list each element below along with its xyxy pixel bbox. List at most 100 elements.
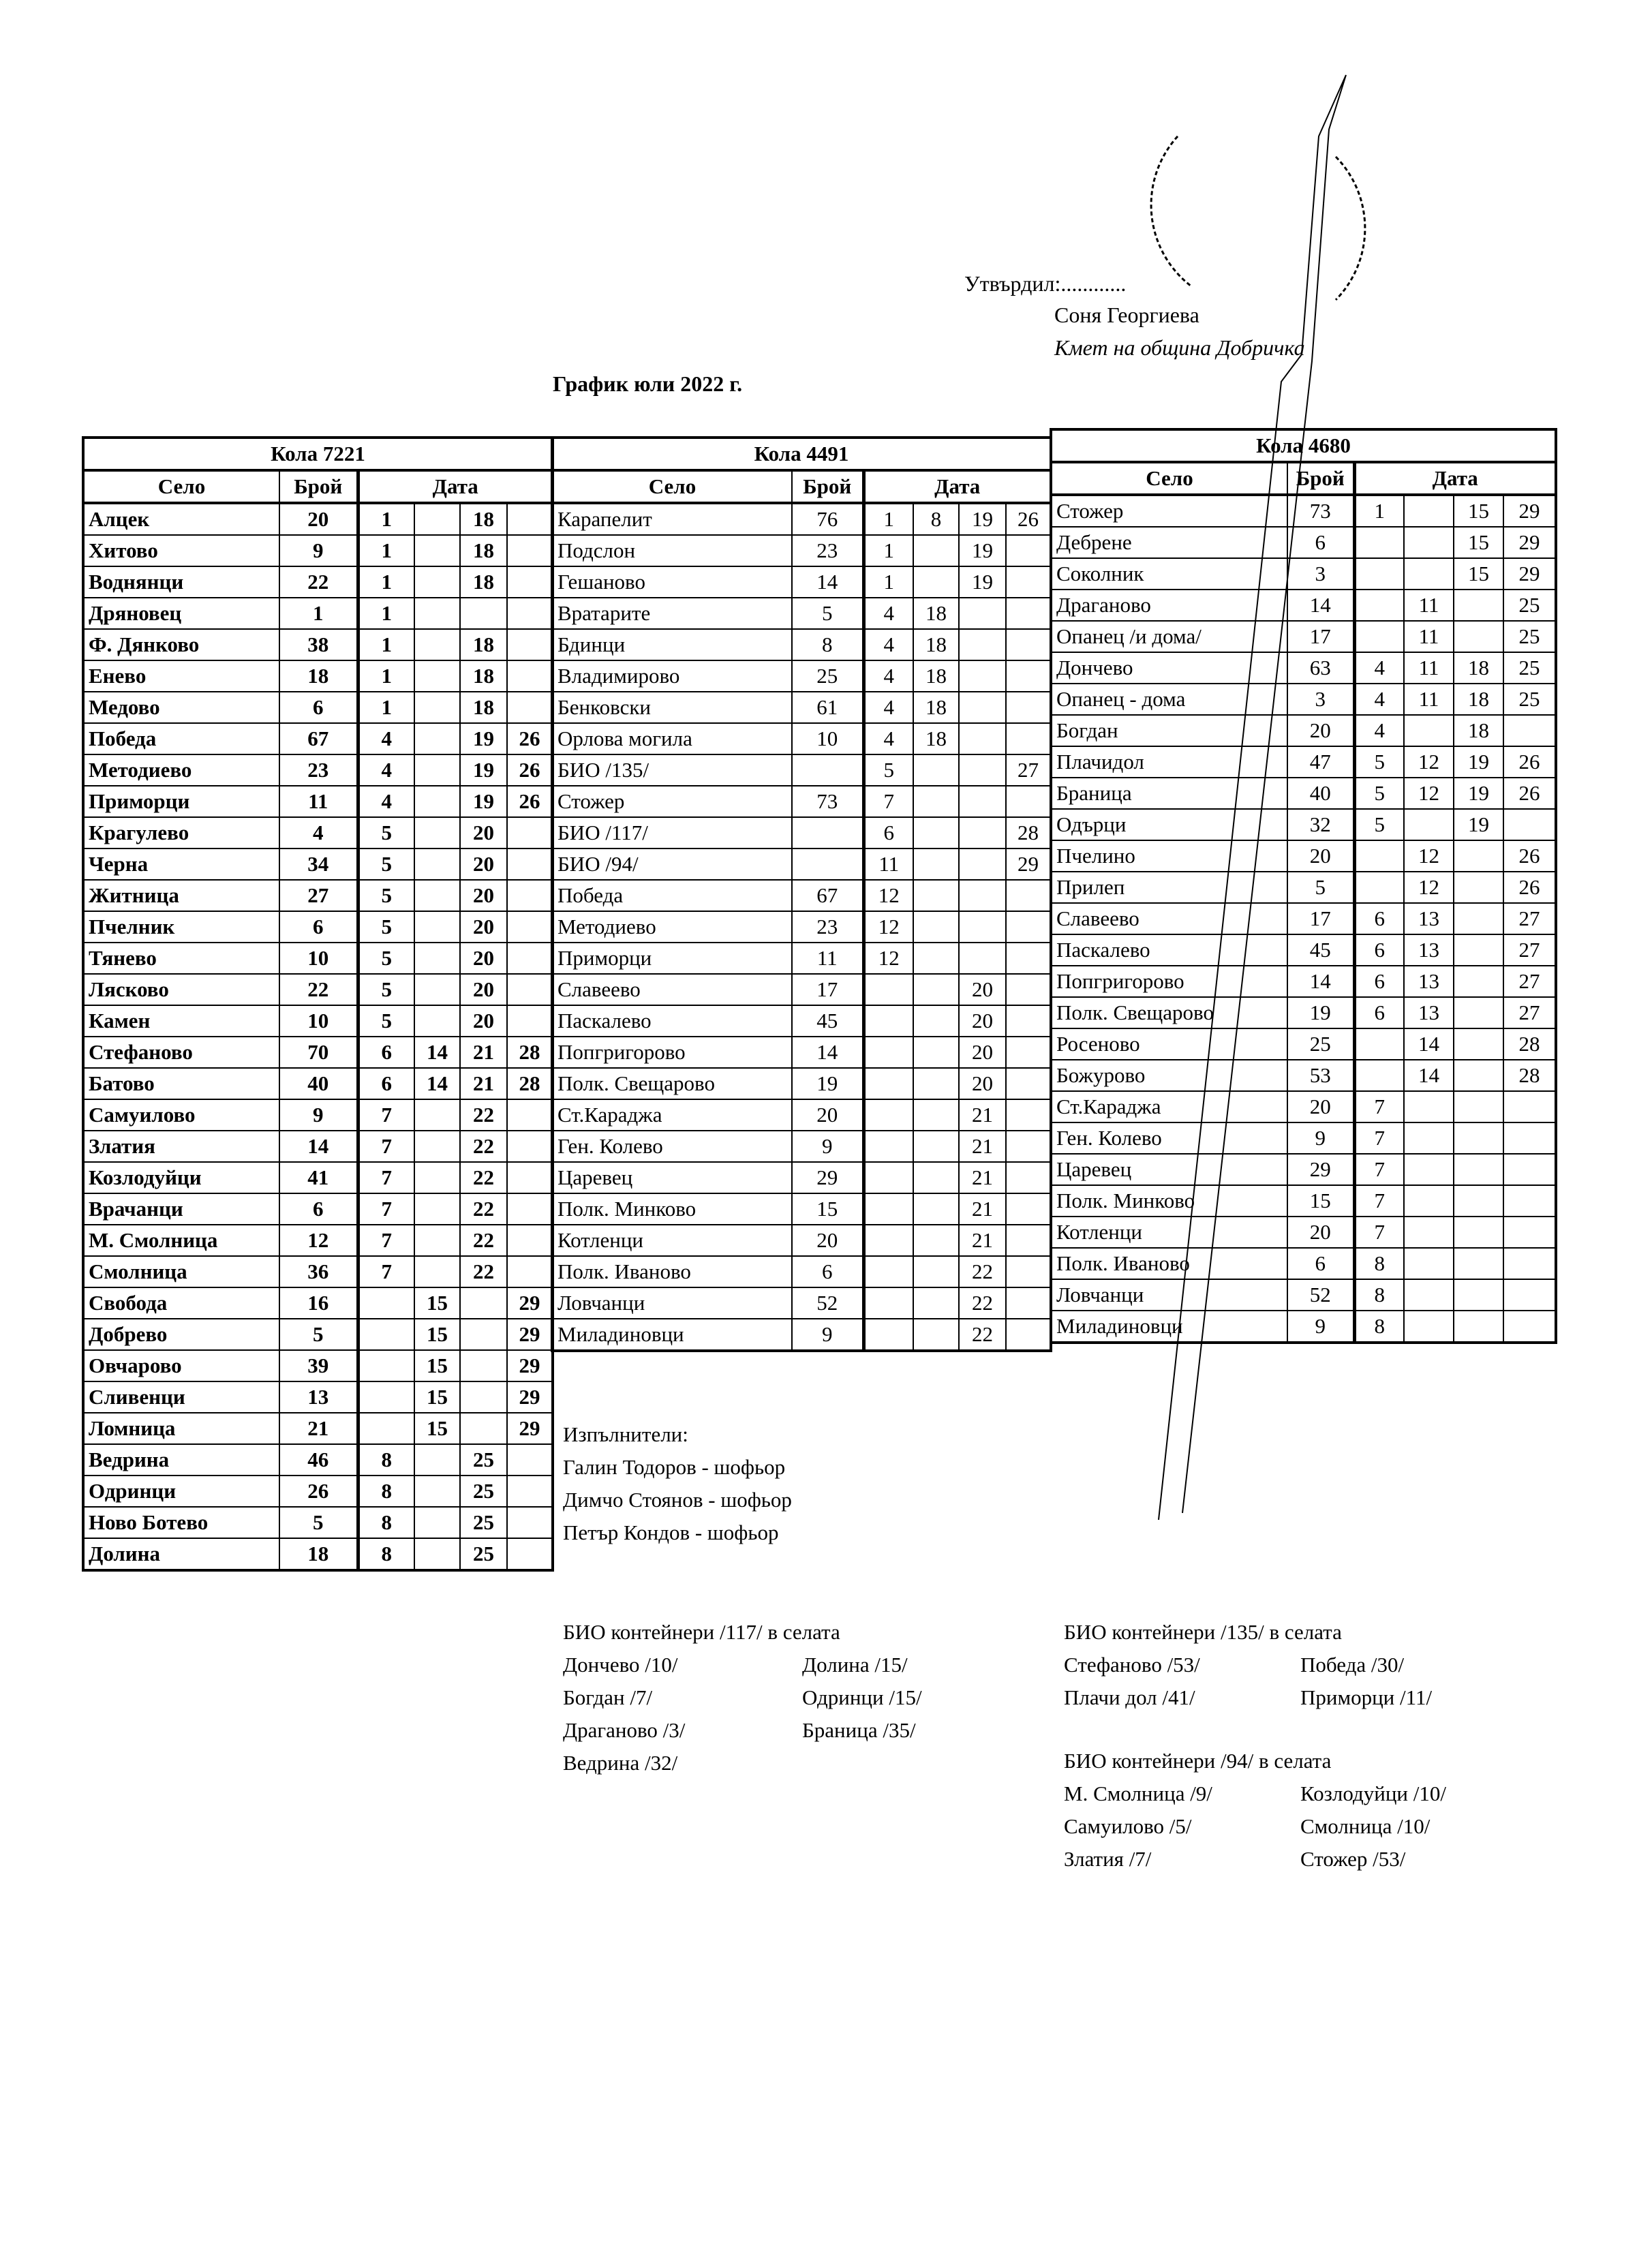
- count-cell: 53: [1287, 1059, 1356, 1092]
- date-cell: [1005, 1067, 1052, 1100]
- count-cell: 16: [279, 1287, 360, 1319]
- count-cell: 9: [791, 1130, 866, 1163]
- date-cell: 1: [357, 691, 415, 724]
- table-row: Хитово 9 1 18: [82, 534, 553, 567]
- table-row: Овчарово 39 15 29: [82, 1349, 553, 1382]
- date-cell: [414, 942, 461, 975]
- date-cell: 7: [357, 1161, 415, 1194]
- date-cell: 1: [863, 534, 914, 567]
- date-cell: [863, 1193, 914, 1225]
- approved-label: Утвърдил:............: [964, 271, 1127, 296]
- bio-village-item: Богдан /7/: [563, 1685, 653, 1709]
- count-cell: 25: [1287, 1028, 1356, 1060]
- table-row: Златия 14 7 22: [82, 1130, 553, 1163]
- date-cell: [414, 1255, 461, 1288]
- date-cell: [1353, 1059, 1405, 1092]
- date-cell: [414, 816, 461, 849]
- date-cell: [1453, 1184, 1504, 1217]
- date-cell: 5: [1353, 808, 1405, 841]
- date-cell: 20: [459, 879, 508, 912]
- date-cell: 21: [958, 1224, 1007, 1257]
- date-cell: [357, 1381, 415, 1413]
- count-cell: 11: [279, 785, 360, 818]
- date-cell: 19: [459, 754, 508, 786]
- date-cell: [1453, 996, 1504, 1029]
- executor-item: Петър Кондов - шофьор: [563, 1520, 779, 1544]
- date-cell: 29: [506, 1287, 553, 1319]
- date-cell: [506, 1005, 553, 1037]
- date-cell: 8: [357, 1538, 415, 1571]
- date-cell: [913, 785, 960, 818]
- count-cell: 32: [1287, 808, 1356, 841]
- table-row: Соколник 3 15 29: [1050, 557, 1557, 590]
- table-row: Подслон 23 1 19: [551, 534, 1052, 567]
- date-cell: [1353, 871, 1405, 904]
- date-cell: 4: [863, 597, 914, 630]
- date-cell: 1: [357, 502, 415, 536]
- date-cell: 6: [1353, 996, 1405, 1029]
- date-cell: 6: [1353, 965, 1405, 998]
- date-cell: [958, 660, 1007, 692]
- date-cell: 5: [1353, 746, 1405, 778]
- village-cell: Енево: [82, 660, 280, 692]
- table-row: Ф. Дянково 38 1 18: [82, 628, 553, 661]
- table-row: Черна 34 5 20: [82, 848, 553, 881]
- count-cell: 9: [791, 1318, 866, 1351]
- date-cell: 5: [357, 942, 415, 975]
- count-cell: 17: [1287, 620, 1356, 653]
- date-cell: 20: [459, 911, 508, 943]
- date-cell: [414, 1005, 461, 1037]
- count-cell: 3: [1287, 683, 1356, 716]
- date-cell: 29: [1503, 494, 1557, 528]
- bio-village-item: Одринци /15/: [802, 1685, 922, 1709]
- date-cell: 18: [1453, 652, 1504, 684]
- date-cell: 1: [357, 597, 415, 630]
- date-cell: 4: [357, 754, 415, 786]
- date-cell: [1453, 620, 1504, 653]
- count-cell: 20: [1287, 714, 1356, 747]
- date-cell: 18: [1453, 714, 1504, 747]
- date-cell: [1403, 1090, 1454, 1123]
- count-cell: 41: [279, 1161, 360, 1194]
- date-cell: [1005, 1099, 1052, 1131]
- bio-village-item: Златия /7/: [1064, 1847, 1152, 1871]
- table-row: Браница 40 5 12 19 26: [1050, 777, 1557, 810]
- date-cell: 28: [1503, 1059, 1557, 1092]
- schedule-table-4491: Кола 4491 Село Брой Дата Карапелит 76 1 8 19 26 По…: [551, 436, 1052, 1352]
- date-cell: 19: [958, 502, 1007, 536]
- date-cell: 25: [1503, 683, 1557, 716]
- date-cell: 8: [1353, 1279, 1405, 1311]
- table-row: Стожер 73 7: [551, 785, 1052, 818]
- date-cell: 20: [459, 973, 508, 1006]
- village-cell: Алцек: [82, 502, 280, 536]
- count-cell: 61: [791, 691, 866, 724]
- count-cell: 25: [791, 660, 866, 692]
- date-cell: [414, 1224, 461, 1257]
- date-cell: 15: [1453, 526, 1504, 559]
- table-title-row: Кола 4680: [1050, 429, 1557, 463]
- date-cell: [506, 911, 553, 943]
- village-cell: Котленци: [551, 1224, 793, 1257]
- date-cell: 19: [459, 785, 508, 818]
- date-cell: [1453, 840, 1504, 872]
- table-row: Алцек 20 1 18: [82, 502, 553, 536]
- date-cell: [863, 1255, 914, 1288]
- count-cell: 22: [279, 973, 360, 1006]
- count-cell: 20: [1287, 1090, 1356, 1123]
- date-cell: [459, 1349, 508, 1382]
- count-cell: 6: [279, 1193, 360, 1225]
- count-cell: 6: [279, 691, 360, 724]
- table-row: Лясково 22 5 20: [82, 973, 553, 1006]
- village-cell: Одърци: [1050, 808, 1288, 841]
- village-cell: Пчелино: [1050, 840, 1288, 872]
- date-cell: [913, 1130, 960, 1163]
- date-cell: 25: [459, 1443, 508, 1476]
- table-row: Бдинци 8 4 18: [551, 628, 1052, 661]
- village-cell: Соколник: [1050, 557, 1288, 590]
- date-cell: [913, 566, 960, 598]
- date-cell: 28: [506, 1067, 553, 1100]
- count-cell: [791, 754, 866, 786]
- count-cell: 11: [791, 942, 866, 975]
- village-cell: Опанец - дома: [1050, 683, 1288, 716]
- date-cell: [1453, 1310, 1504, 1343]
